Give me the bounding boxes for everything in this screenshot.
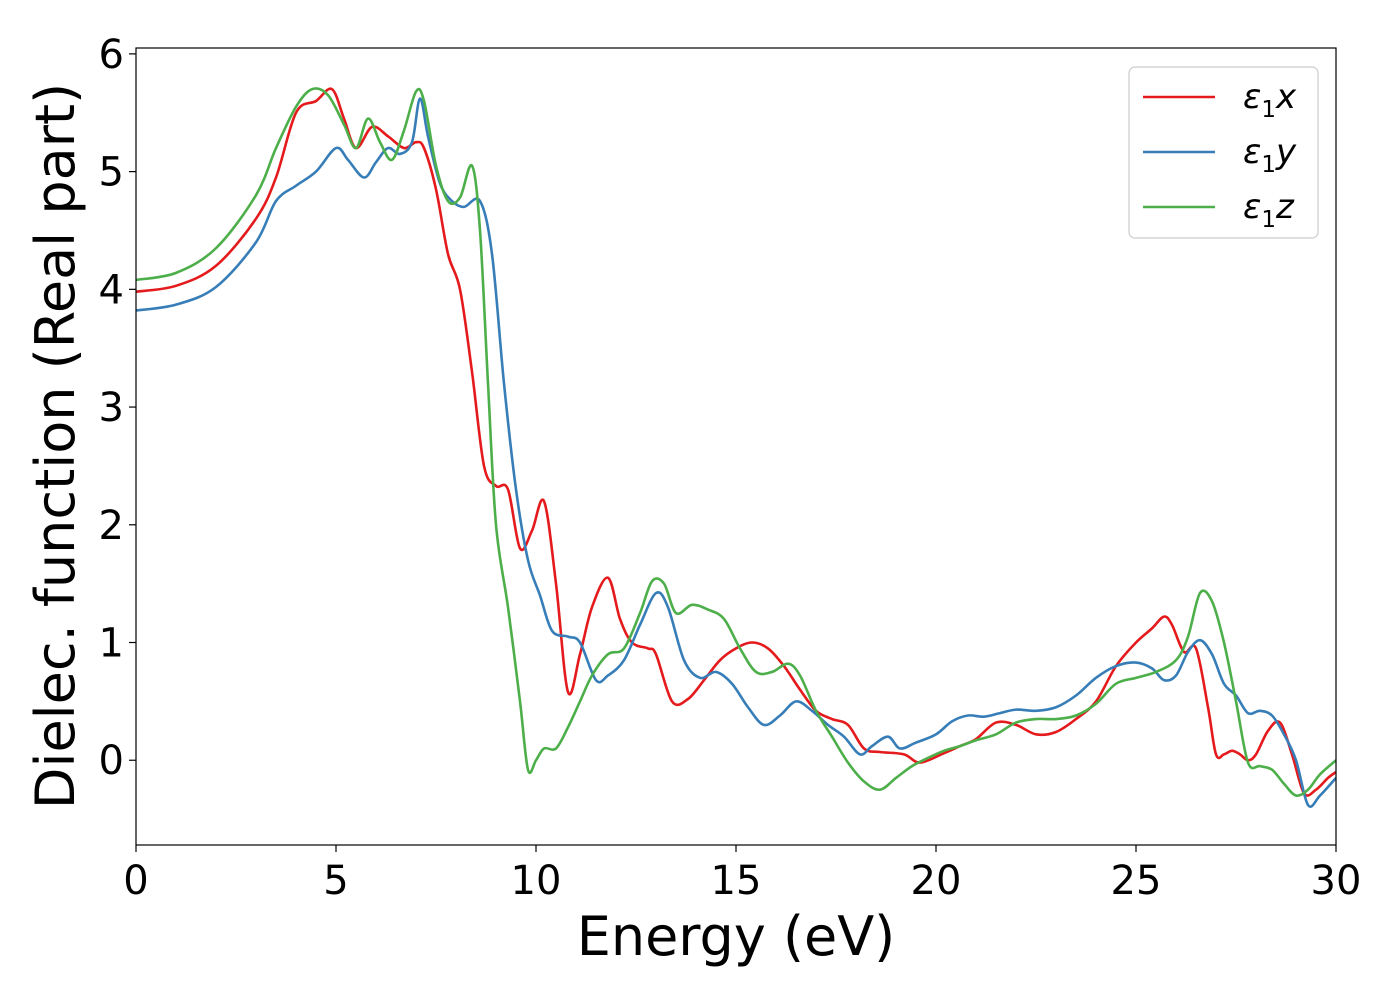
legend-label-x: ε1x <box>1243 77 1297 123</box>
x-tick-label: 25 <box>1111 858 1162 904</box>
y-tick-label: 4 <box>99 267 124 313</box>
y-tick-label: 6 <box>99 32 124 78</box>
y-tick-label: 3 <box>99 385 124 431</box>
legend-items: ε1x ε1y ε1z <box>1143 77 1297 233</box>
x-axis-label: Energy (eV) <box>577 905 896 968</box>
x-tick-label: 30 <box>1311 858 1362 904</box>
legend: ε1x ε1y ε1z <box>1128 66 1319 239</box>
ticks-layer: 0 5 10 15 20 25 30 0 1 2 3 4 5 6 <box>99 32 1362 904</box>
y-tick-label: 2 <box>99 503 124 549</box>
y-tick-label: 0 <box>99 738 124 784</box>
series-line-x <box>136 87 1336 797</box>
x-tick-label: 0 <box>123 858 148 904</box>
legend-label-z: ε1z <box>1243 187 1295 233</box>
series-line-y <box>136 97 1336 808</box>
x-tick-label: 20 <box>911 858 962 904</box>
x-tick-label: 15 <box>711 858 762 904</box>
series-line-z <box>136 87 1336 798</box>
x-tick-label: 5 <box>323 858 348 904</box>
y-axis-label: Dielec. function (Real part) <box>24 83 87 809</box>
y-tick-label: 1 <box>99 621 124 667</box>
x-tick-label: 10 <box>511 858 562 904</box>
legend-box <box>1128 66 1319 239</box>
series-layer <box>136 87 1336 808</box>
y-tick-label: 5 <box>99 150 124 196</box>
legend-label-y: ε1y <box>1243 132 1297 178</box>
